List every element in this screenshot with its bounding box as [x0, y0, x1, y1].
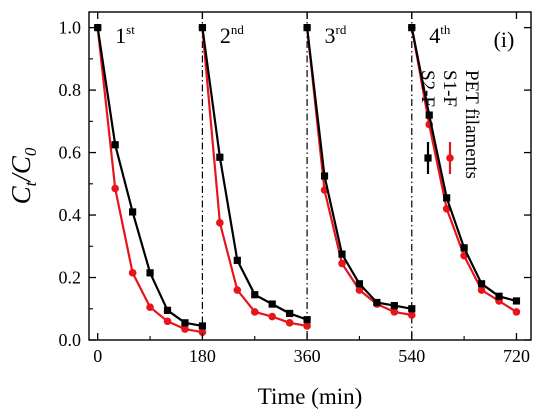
y-tick-label: 0.2 — [59, 268, 82, 288]
data-point-s1-f — [477, 286, 486, 294]
data-point-s2-f — [373, 298, 381, 307]
data-point-s1-f — [198, 328, 207, 336]
data-point-s1-f — [268, 312, 276, 321]
data-point-s1-f — [512, 308, 521, 316]
x-tick-label: 0 — [93, 346, 102, 366]
data-point-s1-f — [390, 308, 399, 316]
y-tick-label: 0.6 — [59, 143, 82, 163]
data-point-s2-f — [198, 24, 207, 32]
legend-entry-s2-f: S2-F — [417, 70, 438, 107]
series-line-s1-f — [201, 27, 308, 327]
legend-title: PET filaments — [461, 70, 482, 179]
data-point-s1-f — [442, 205, 451, 213]
data-point-s2-f — [425, 111, 433, 119]
cycle-label: 3rd — [325, 22, 347, 48]
y-tick-label: 0.0 — [59, 330, 82, 350]
data-point-s1-f — [338, 259, 346, 268]
data-point-s1-f — [163, 317, 172, 326]
data-point-s2-f — [129, 208, 137, 216]
data-point-s1-f — [303, 322, 311, 330]
data-point-s2-f — [390, 302, 398, 310]
cycle-number: 3 — [325, 23, 336, 48]
data-point-s1-f — [233, 286, 242, 294]
data-point-s1-f — [355, 286, 364, 294]
x-tick-label: 540 — [398, 346, 425, 366]
data-point-s2-f — [443, 194, 451, 202]
data-point-s2-f — [355, 280, 364, 288]
cycle-number: 2 — [220, 23, 231, 48]
data-point-s2-f — [512, 297, 521, 305]
cycle-ordinal-suffix: th — [440, 22, 451, 37]
data-point-s2-f — [286, 309, 294, 318]
cycle-number: 4 — [429, 23, 440, 48]
cycle-label: 1st — [115, 22, 135, 48]
data-point-s2-f — [94, 24, 102, 32]
cycle-ordinal-suffix: nd — [231, 22, 245, 37]
data-point-s1-f — [146, 303, 154, 312]
data-point-s2-f — [268, 300, 276, 308]
data-point-s2-f — [303, 24, 311, 32]
series-line-s1-f — [96, 27, 203, 334]
cycle-label: 2nd — [220, 22, 245, 48]
data-point-s2-f — [111, 141, 119, 149]
data-point-s2-f — [408, 24, 416, 32]
cycle-label: 4th — [429, 22, 451, 48]
data-point-s1-f — [216, 219, 224, 227]
data-point-s2-f — [251, 291, 259, 299]
legend-entry-s1-f: S1-F — [439, 70, 460, 107]
cycle-number: 1 — [115, 23, 126, 48]
data-point-s1-f — [285, 319, 294, 327]
series-line-s2-f — [201, 27, 308, 321]
y-tick-label: 0.8 — [59, 80, 82, 100]
y-axis-label-slash: /C — [6, 155, 36, 184]
data-point-s1-f — [128, 269, 137, 277]
data-point-s2-f — [198, 322, 207, 330]
series-line-s1-f — [306, 27, 412, 317]
y-axis-label-sub-t: t — [21, 180, 40, 186]
data-point-s2-f — [216, 153, 224, 161]
y-axis-label-c: C — [6, 185, 36, 204]
data-point-s1-f — [250, 308, 259, 316]
plot-frame — [88, 11, 532, 341]
x-axis-label: Time (min) — [258, 384, 363, 409]
cycle-ordinal-suffix: st — [126, 22, 135, 37]
y-axis-label: Ct/C0 — [6, 147, 40, 204]
data-point-s2-f — [303, 316, 311, 324]
data-point-s1-f — [407, 311, 416, 319]
data-point-s2-f — [181, 319, 189, 327]
data-point-s1-f — [111, 184, 119, 193]
x-tick-label: 180 — [189, 346, 216, 366]
series-line-s2-f — [306, 27, 412, 310]
y-tick-label: 0.4 — [59, 205, 82, 225]
legend-swatch-marker — [424, 154, 432, 162]
legend-swatch-marker — [446, 154, 454, 162]
data-point-s2-f — [233, 256, 241, 264]
data-point-s2-f — [477, 280, 486, 288]
y-axis-label-sub-0: 0 — [21, 147, 40, 156]
data-point-s2-f — [495, 292, 503, 300]
data-point-s2-f — [338, 250, 346, 258]
data-point-s2-f — [163, 306, 172, 314]
panel-label: (i) — [494, 27, 515, 52]
x-tick-label: 720 — [503, 346, 530, 366]
x-tick-label: 360 — [294, 346, 321, 366]
data-point-s2-f — [146, 269, 154, 277]
cycle-ordinal-suffix: rd — [336, 22, 347, 37]
data-point-s1-f — [181, 325, 189, 333]
data-point-s2-f — [460, 244, 468, 252]
y-tick-label: 1.0 — [59, 18, 82, 38]
data-point-s2-f — [320, 172, 329, 180]
data-point-s2-f — [408, 305, 416, 313]
